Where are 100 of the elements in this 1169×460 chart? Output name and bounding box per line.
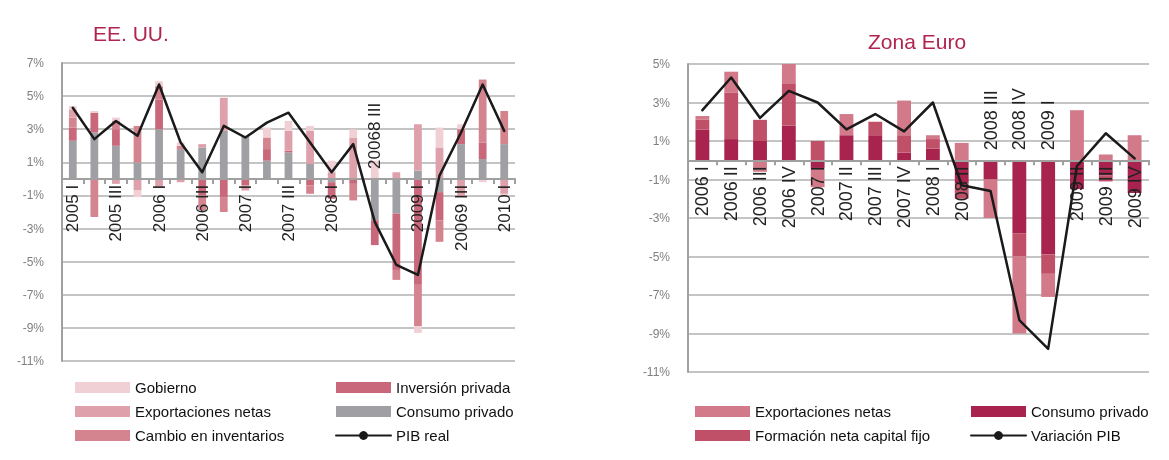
x-tick-label: 2005 III [106,184,126,242]
bar [155,99,163,130]
bar [435,220,444,242]
bar [392,172,401,179]
bar [306,185,314,194]
x-tick-label: 2006 I [149,184,169,233]
bar [284,130,293,151]
legend-label: PIB real [396,427,450,444]
y-tick-label: 7% [26,56,45,70]
y-tick-label: 5% [652,57,671,71]
bar [68,117,77,128]
legend-label: Gobierno [135,379,197,396]
bar [478,142,487,160]
bar [810,141,825,161]
bar [1012,160,1027,234]
legend-label: Variación PIB [1031,427,1121,444]
bar [868,121,883,136]
chart-title: Zona Euro [868,30,967,53]
x-tick-label: 2006 II [721,166,742,222]
x-tick-label: 2006 I [692,166,713,217]
x-tick-label: 2009 I [408,184,428,233]
bar [263,137,271,150]
bar [781,83,796,126]
x-tick-label: 2008 I [322,184,342,233]
x-tick-label: 2008 III [980,90,1001,151]
y-tick-label: 1% [652,134,671,148]
y-tick-label: -3% [22,221,45,236]
x-tick-label: 2007 III [865,166,886,227]
bar [241,178,250,186]
legend-label: Cambio en inventarios [135,427,285,444]
legend-label: Consumo privado [1031,403,1149,420]
bar [219,97,228,131]
bar [1041,273,1056,297]
x-tick-label: 20068 III [365,102,385,169]
bar [90,178,99,217]
bar [695,115,710,120]
bar [925,148,940,161]
x-tick-label: 2006 III [750,166,771,227]
x-tick-label: 2009 IV [1124,166,1145,229]
bar [478,79,487,143]
x-tick-label: 2005 I [63,184,83,233]
bar [349,183,358,201]
bar [414,326,422,333]
legend-label: Inversión privada [396,379,511,396]
x-tick-label: 2006 III [192,184,212,242]
bar [897,135,912,153]
bar [263,149,271,161]
x-tick-label: 2007 I [235,184,255,233]
bar [414,284,422,327]
bar [112,129,120,146]
bar [68,127,77,141]
x-tick-label: 2008 IV [1009,88,1030,151]
bar [695,129,710,161]
y-tick-label: -1% [648,172,671,187]
bar [724,92,739,140]
bar [284,120,293,131]
bar [1070,110,1084,161]
y-tick-label: -7% [22,287,45,302]
bar [263,127,271,138]
y-tick-label: 1% [26,155,45,170]
bar [897,100,912,136]
bar [1127,135,1142,161]
bar [219,178,228,198]
bar [925,139,940,149]
bar [392,269,401,280]
y-tick-label: -11% [16,354,45,368]
y-tick-label: -3% [648,211,671,225]
bar [695,119,710,130]
y-tick-label: -9% [22,320,45,335]
x-tick-label: 2010 I [494,184,514,233]
x-tick-label: 2007 IV [894,166,915,229]
bar [1098,154,1113,161]
y-tick-label: -1% [22,188,45,203]
bar [868,135,883,161]
bar [1041,254,1056,274]
bar [839,135,854,161]
bar [219,197,228,212]
y-tick-label: -9% [648,326,671,341]
x-tick-label: 2007 III [279,184,298,242]
x-tick-label: 2009 I [1038,100,1059,151]
bar [897,152,912,161]
bar [753,141,767,161]
x-tick-label: 20069 III [451,184,471,252]
bar [781,125,796,161]
chart-title: EE. UU. [93,22,169,45]
bar [753,119,767,141]
bar [306,178,314,186]
y-tick-label: -7% [648,288,671,302]
bar [392,213,401,270]
y-tick-label: -5% [22,254,45,269]
legend-label: Exportaciones netas [135,403,271,420]
bar [90,112,99,133]
bar [198,144,207,148]
x-tick-label: 2007 II [836,166,857,222]
bar [414,124,422,171]
x-tick-label: 2006 IV [778,166,799,229]
y-tick-label: 3% [652,95,671,110]
legend-label: Exportaciones netas [755,403,891,420]
bar [306,125,314,131]
bar [724,139,739,161]
